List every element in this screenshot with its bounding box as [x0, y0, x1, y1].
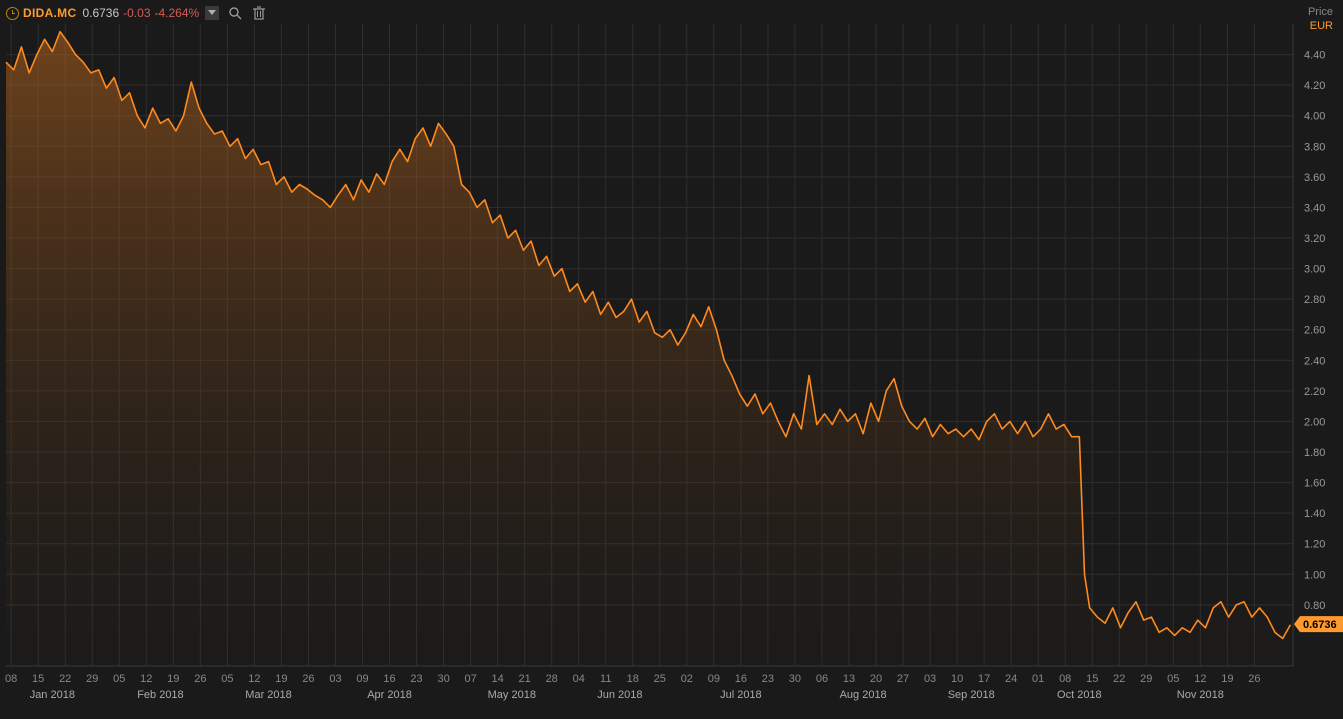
- svg-text:19: 19: [167, 673, 179, 685]
- svg-text:29: 29: [86, 673, 98, 685]
- svg-text:14: 14: [492, 673, 504, 685]
- svg-text:Apr 2018: Apr 2018: [367, 689, 412, 701]
- svg-text:17: 17: [978, 673, 990, 685]
- svg-text:07: 07: [464, 673, 476, 685]
- delete-button[interactable]: [251, 5, 267, 21]
- svg-text:03: 03: [924, 673, 936, 685]
- svg-text:10: 10: [951, 673, 963, 685]
- svg-text:2.60: 2.60: [1304, 325, 1325, 337]
- search-icon: [228, 6, 242, 20]
- svg-text:Jul 2018: Jul 2018: [720, 689, 762, 701]
- svg-text:11: 11: [600, 673, 611, 685]
- svg-text:3.20: 3.20: [1304, 233, 1325, 245]
- last-price: 0.6736: [82, 6, 119, 20]
- svg-text:1.80: 1.80: [1304, 447, 1325, 459]
- search-button[interactable]: [227, 5, 243, 21]
- svg-text:3.80: 3.80: [1304, 141, 1325, 153]
- svg-text:0.6736: 0.6736: [1303, 619, 1337, 631]
- svg-text:4.20: 4.20: [1304, 80, 1325, 92]
- svg-text:02: 02: [681, 673, 693, 685]
- svg-text:26: 26: [194, 673, 206, 685]
- svg-text:15: 15: [32, 673, 44, 685]
- svg-text:1.60: 1.60: [1304, 478, 1325, 490]
- svg-text:30: 30: [789, 673, 801, 685]
- svg-text:19: 19: [275, 673, 287, 685]
- svg-text:23: 23: [762, 673, 774, 685]
- svg-text:12: 12: [248, 673, 260, 685]
- svg-text:21: 21: [519, 673, 531, 685]
- svg-text:3.40: 3.40: [1304, 202, 1325, 214]
- svg-text:Mar 2018: Mar 2018: [245, 689, 291, 701]
- chart-container: DIDA.MC 0.6736 -0.03 -4.264% Price E: [0, 0, 1343, 719]
- svg-text:29: 29: [1140, 673, 1152, 685]
- svg-text:18: 18: [627, 673, 639, 685]
- svg-text:16: 16: [383, 673, 395, 685]
- svg-text:09: 09: [708, 673, 720, 685]
- chart-header: DIDA.MC 0.6736 -0.03 -4.264%: [6, 5, 267, 21]
- svg-text:Jun 2018: Jun 2018: [597, 689, 642, 701]
- svg-text:05: 05: [113, 673, 125, 685]
- svg-text:1.40: 1.40: [1304, 508, 1325, 520]
- svg-text:05: 05: [1167, 673, 1179, 685]
- ticker-symbol[interactable]: DIDA.MC: [23, 6, 76, 20]
- svg-text:13: 13: [843, 673, 855, 685]
- svg-text:04: 04: [573, 673, 585, 685]
- svg-text:05: 05: [221, 673, 233, 685]
- price-change-pct: -4.264%: [155, 6, 200, 20]
- svg-text:Oct 2018: Oct 2018: [1057, 689, 1102, 701]
- clock-icon: [6, 7, 19, 20]
- svg-text:2.00: 2.00: [1304, 416, 1325, 428]
- svg-text:26: 26: [1248, 673, 1260, 685]
- svg-text:27: 27: [897, 673, 909, 685]
- svg-text:22: 22: [1113, 673, 1125, 685]
- price-chart-svg: 4.40 4.20 4.00 3.80 3.60 3.40 3.20 3.00 2.80 2.60…: [0, 0, 1343, 719]
- svg-text:4.40: 4.40: [1304, 50, 1325, 62]
- svg-text:08: 08: [1059, 673, 1071, 685]
- svg-text:15: 15: [1086, 673, 1098, 685]
- svg-text:19: 19: [1221, 673, 1233, 685]
- chart-plot[interactable]: 4.40 4.20 4.00 3.80 3.60 3.40 3.20 3.00 2.80 2.60…: [0, 0, 1343, 719]
- svg-text:24: 24: [1005, 673, 1017, 685]
- svg-text:Sep 2018: Sep 2018: [948, 689, 995, 701]
- svg-text:May 2018: May 2018: [488, 689, 536, 701]
- svg-text:Nov 2018: Nov 2018: [1177, 689, 1224, 701]
- svg-text:22: 22: [59, 673, 71, 685]
- svg-text:03: 03: [329, 673, 341, 685]
- svg-text:2.40: 2.40: [1304, 355, 1325, 367]
- svg-text:0.80: 0.80: [1304, 600, 1325, 612]
- price-change: -0.03: [123, 6, 150, 20]
- svg-text:Feb 2018: Feb 2018: [137, 689, 183, 701]
- svg-text:Jan 2018: Jan 2018: [30, 689, 75, 701]
- svg-text:Aug 2018: Aug 2018: [840, 689, 887, 701]
- dropdown-button[interactable]: [205, 6, 219, 20]
- svg-text:23: 23: [410, 673, 422, 685]
- svg-text:12: 12: [1194, 673, 1206, 685]
- svg-text:25: 25: [654, 673, 666, 685]
- svg-text:1.20: 1.20: [1304, 539, 1325, 551]
- svg-text:06: 06: [816, 673, 828, 685]
- svg-text:08: 08: [5, 673, 17, 685]
- trash-icon: [253, 6, 265, 20]
- svg-text:12: 12: [140, 673, 152, 685]
- chevron-down-icon: [208, 10, 216, 16]
- svg-text:3.00: 3.00: [1304, 264, 1325, 276]
- svg-text:30: 30: [437, 673, 449, 685]
- svg-text:4.00: 4.00: [1304, 111, 1325, 123]
- svg-text:01: 01: [1032, 673, 1044, 685]
- svg-text:20: 20: [870, 673, 882, 685]
- svg-text:09: 09: [356, 673, 368, 685]
- svg-text:2.80: 2.80: [1304, 294, 1325, 306]
- svg-text:28: 28: [546, 673, 558, 685]
- svg-text:16: 16: [735, 673, 747, 685]
- svg-text:3.60: 3.60: [1304, 172, 1325, 184]
- svg-text:2.20: 2.20: [1304, 386, 1325, 398]
- svg-text:26: 26: [302, 673, 314, 685]
- svg-text:1.00: 1.00: [1304, 569, 1325, 581]
